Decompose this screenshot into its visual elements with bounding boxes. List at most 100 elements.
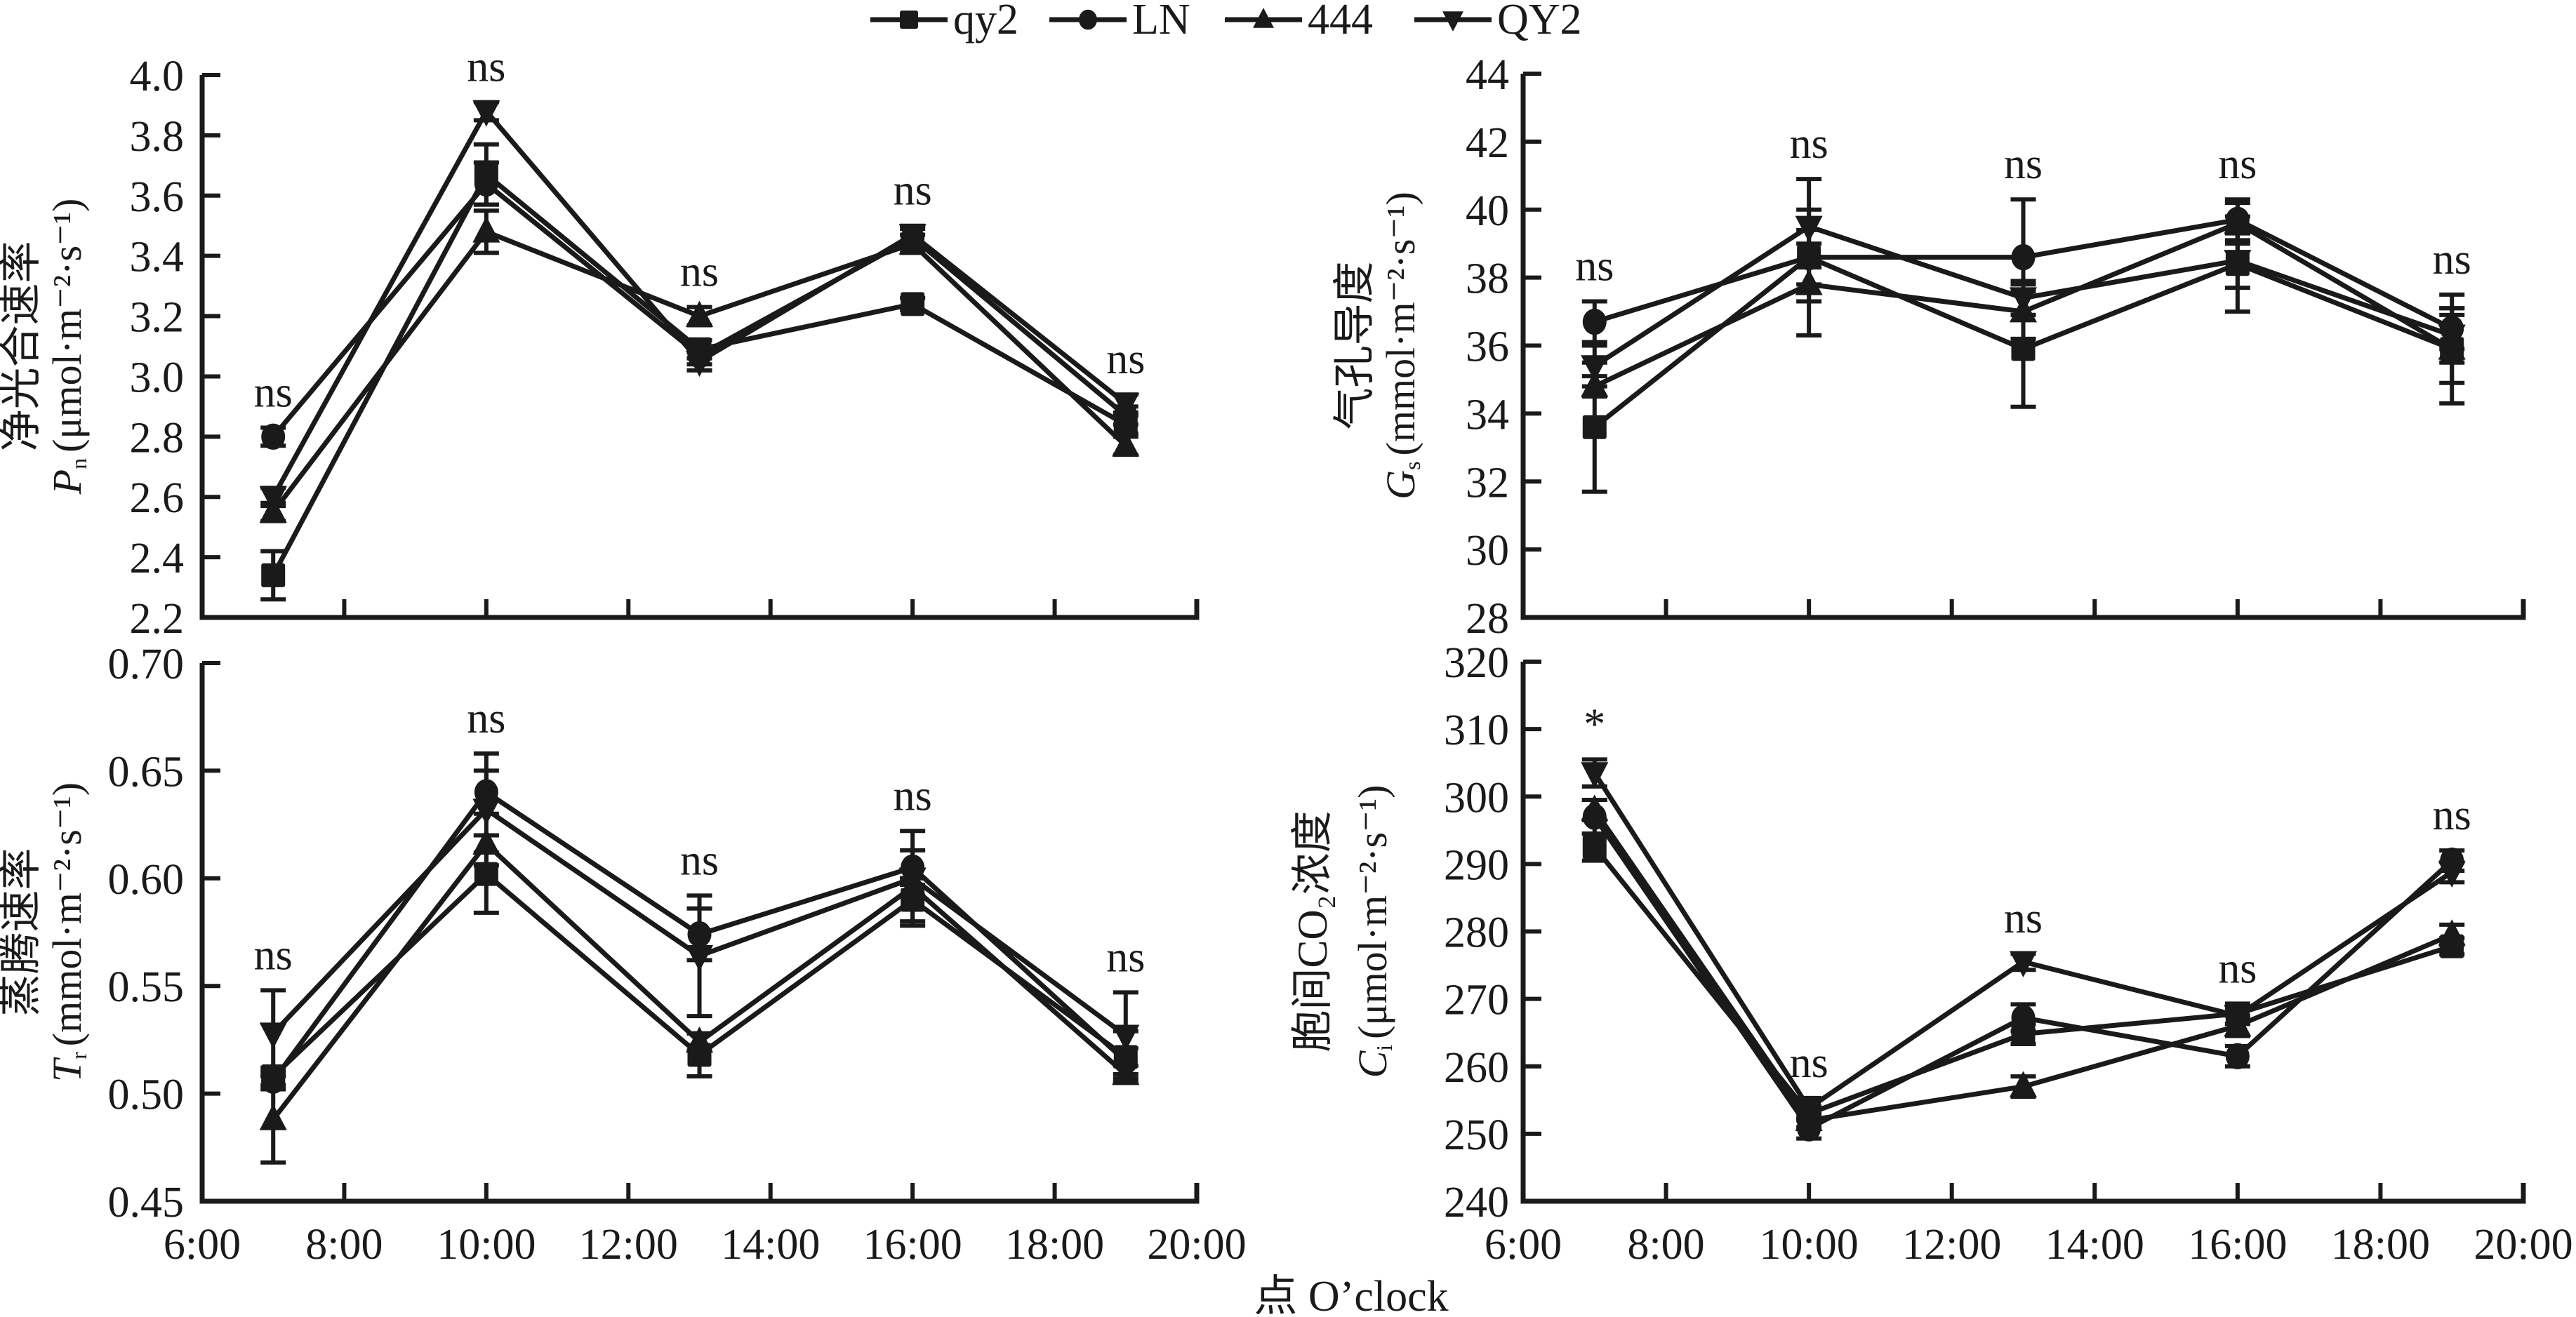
y-tick-label: 2.4	[130, 535, 185, 582]
data-point-triangle-down-icon	[2224, 1005, 2252, 1031]
series-qy2	[259, 751, 1140, 1081]
legend-item-qy2: QY2	[1414, 0, 1582, 44]
data-point-triangle-down-icon	[259, 486, 287, 513]
significance-label: ns	[680, 836, 719, 884]
y-tick-label: 38	[1466, 255, 1509, 303]
legend-label: LN	[1132, 0, 1190, 44]
y-axis-label-cn: 净光合速率	[0, 241, 44, 452]
data-point-circle-icon	[474, 170, 498, 197]
series-qy2	[1581, 757, 2466, 1124]
y-tick-label: 0.70	[108, 641, 185, 688]
y-tick-label: 2.2	[130, 595, 185, 643]
significance-label: ns	[2433, 236, 2471, 283]
data-point-triangle-up-icon	[685, 1026, 714, 1053]
y-tick-label: 270	[1444, 977, 1509, 1024]
data-point-triangle-up-icon	[2009, 1071, 2038, 1097]
y-axis-label-unit: Ci(μmol·m⁻²·s⁻¹)	[1350, 785, 1397, 1078]
data-point-square-icon	[2011, 337, 2036, 361]
x-tick-label: 12:00	[1902, 1221, 2001, 1269]
significance-label: ns	[2004, 895, 2043, 942]
y-tick-label: 310	[1444, 707, 1509, 754]
y-tick-label: 260	[1444, 1044, 1509, 1092]
x-tick-label: 6:00	[164, 1221, 241, 1269]
data-point-triangle-up-icon	[2224, 208, 2252, 234]
data-point-triangle-down-icon	[898, 867, 927, 894]
series-qy2	[259, 100, 1140, 513]
y-tick-label: 280	[1444, 909, 1509, 957]
y-axis-label-cn: 胞间CO₂浓度	[1289, 810, 1336, 1052]
significance-label: ns	[894, 167, 932, 215]
data-point-circle-icon	[261, 423, 286, 450]
data-point-triangle-down-icon	[1795, 215, 1823, 243]
significance-label: ns	[254, 368, 293, 416]
y-tick-label: 34	[1466, 391, 1509, 439]
data-point-triangle-down-icon	[1112, 392, 1140, 420]
data-point-circle-icon	[2225, 1043, 2250, 1070]
x-tick-label: 20:00	[1147, 1221, 1246, 1269]
data-point-triangle-down-icon	[2009, 951, 2038, 977]
y-tick-label: 30	[1466, 527, 1509, 575]
y-tick-label: 36	[1466, 323, 1509, 371]
significance-label: ns	[2433, 791, 2471, 839]
y-axis-label-cn: 气孔导度	[1332, 262, 1378, 430]
data-point-triangle-up-icon	[1112, 430, 1140, 457]
x-tick-label: 6:00	[1485, 1221, 1562, 1269]
x-tick-label: 8:00	[1627, 1221, 1704, 1269]
legend-marker-triangle-down-icon	[1442, 11, 1463, 32]
data-point-triangle-down-icon	[898, 224, 927, 250]
data-point-circle-icon	[2011, 1004, 2036, 1031]
y-tick-label: 3.6	[130, 173, 185, 221]
data-point-triangle-down-icon	[259, 1022, 287, 1049]
x-tick-label: 14:00	[2045, 1221, 2144, 1269]
y-tick-label: 0.60	[108, 856, 185, 904]
y-tick-label: 320	[1444, 639, 1509, 687]
data-point-square-icon	[261, 563, 286, 587]
x-axis-label: 点 O’clock	[1254, 1273, 1448, 1317]
significance-label: ns	[680, 248, 719, 296]
significance-label: ns	[894, 772, 932, 820]
data-point-triangle-up-icon	[685, 300, 714, 327]
x-tick-label: 8:00	[305, 1221, 383, 1269]
data-point-triangle-down-icon	[2224, 250, 2252, 276]
data-point-square-icon	[1582, 835, 1607, 860]
x-tick-label: 10:00	[1760, 1221, 1859, 1269]
x-tick-label: 18:00	[2331, 1221, 2430, 1269]
data-point-triangle-down-icon	[685, 944, 714, 972]
data-point-square-icon	[901, 292, 925, 316]
data-point-triangle-down-icon	[685, 350, 714, 377]
legend-label: QY2	[1497, 0, 1582, 44]
y-axis-label-cn: 蒸腾速率	[0, 848, 44, 1017]
x-tick-label: 16:00	[863, 1221, 962, 1269]
x-tick-label: 14:00	[721, 1221, 820, 1269]
y-axis-label-unit: Tr(mmol·m⁻²·s⁻¹)	[44, 782, 91, 1082]
y-tick-label: 28	[1466, 595, 1509, 643]
series-qy2	[1581, 207, 2466, 389]
y-tick-label: 3.8	[130, 113, 185, 161]
legend-marker-triangle-up-icon	[1253, 8, 1274, 28]
significance-label: ns	[1106, 335, 1145, 383]
data-point-circle-icon	[1797, 243, 1821, 271]
data-point-square-icon	[1582, 415, 1607, 439]
data-point-circle-icon	[1582, 308, 1607, 335]
panel-transpiration-rate: 0.45 0.50 0.55 0.60 0.65 0.70 6:00 8:00 10:00 12:…	[0, 641, 1247, 1269]
x-tick-label: 18:00	[1005, 1221, 1104, 1269]
significance-label: ns	[1106, 933, 1145, 981]
significance-label: ns	[2218, 140, 2257, 188]
y-tick-label: 240	[1444, 1179, 1509, 1226]
x-tick-label: 10:00	[437, 1221, 536, 1269]
y-tick-label: 2.6	[130, 474, 185, 522]
y-tick-label: 42	[1466, 119, 1509, 167]
significance-label: ns	[1790, 120, 1828, 168]
legend-label: 444	[1308, 0, 1373, 44]
panel-intercellular-co2: 240 250 260 270 280 290 300 310 320 6:00 8:00 10:00…	[1289, 639, 2573, 1269]
x-tick-label: 16:00	[2188, 1221, 2287, 1269]
y-tick-label: 3.2	[130, 294, 185, 342]
y-tick-label: 3.0	[130, 354, 185, 401]
data-point-triangle-down-icon	[1581, 355, 1609, 382]
legend-item-444: 444	[1225, 0, 1373, 44]
data-point-circle-icon	[2011, 243, 2036, 271]
y-tick-label: 32	[1466, 459, 1509, 507]
data-point-triangle-down-icon	[472, 798, 500, 825]
data-point-triangle-up-icon	[1795, 269, 1823, 295]
data-point-triangle-up-icon	[259, 1104, 287, 1130]
